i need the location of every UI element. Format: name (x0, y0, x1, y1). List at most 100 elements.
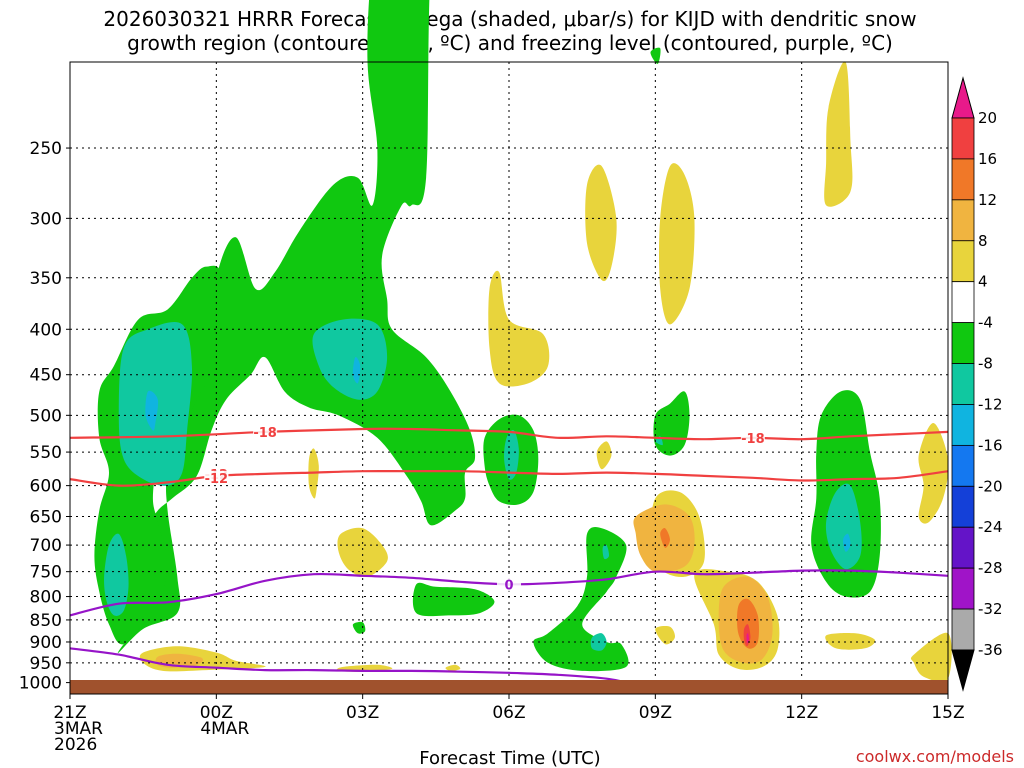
x-tick-label: 00Z (200, 703, 233, 723)
colorbar-label: -24 (978, 518, 1003, 536)
colorbar-label: 4 (978, 273, 988, 291)
colorbar-label: -32 (978, 600, 1003, 618)
y-tick-label-300: 300 (30, 209, 62, 229)
colorbar-swatch (951, 608, 975, 651)
x-tick-label: 4MAR (200, 719, 249, 739)
y-axis-ticks: 2503003504004505005506006507007508008509… (19, 139, 70, 694)
omega-region-deep-orange-2 (737, 598, 759, 649)
y-tick-label-800: 800 (30, 588, 62, 608)
omega-region-yellow-16 (824, 61, 853, 207)
colorbar: 20 16 12 8 4 -4 -8 -12 -16 -20 -24 -28 -32 -36 (951, 76, 1003, 692)
y-tick-label-700: 700 (30, 536, 62, 556)
omega-region-main-west (117, 0, 476, 654)
colorbar-swatch (951, 485, 975, 528)
y-tick-label-350: 350 (30, 269, 62, 289)
dendritic-minus-18-label-bg (253, 424, 278, 439)
y-tick-label-950: 950 (30, 654, 62, 674)
colorbar-label: 16 (978, 150, 997, 168)
y-tick-label-600: 600 (30, 477, 62, 497)
omega-region-yellow-5 (659, 163, 695, 325)
y-tick-label-1000: 1000 (19, 674, 62, 694)
freezing-level-surface-line (69, 647, 641, 687)
x-tick-label: 3MAR (54, 719, 103, 739)
omega-region-upper-teal (312, 318, 388, 400)
freezing-level-0-label: 0 (504, 578, 513, 593)
colorbar-swatch (951, 281, 975, 324)
y-tick-label-900: 900 (30, 633, 62, 653)
omega-region-lower-teal (104, 533, 129, 616)
omega-region-east-mid (653, 391, 690, 456)
dendritic-minus-18-label-bg (740, 430, 765, 445)
colorbar-swatch (951, 322, 975, 364)
omega-region-yellow-2 (337, 527, 388, 578)
credit-text: coolwx.com/models (856, 747, 1014, 766)
colorbar-label: -16 (978, 436, 1003, 454)
y-tick-label-400: 400 (30, 320, 62, 340)
colorbar-swatch (951, 240, 975, 283)
x-tick-label: 21Z (53, 703, 86, 723)
colorbar-swatch (951, 444, 975, 487)
colorbar-swatch (951, 158, 975, 201)
chart-title-line-2: growth region (contoured, red, ºC) and f… (127, 31, 893, 55)
x-tick-label: 12Z (785, 703, 818, 723)
colorbar-label: -36 (978, 641, 1003, 659)
omega-region-tiny-green (352, 621, 366, 634)
omega-shaded-regions (94, 0, 952, 683)
omega-region-lower-mid (412, 582, 495, 617)
omega-region-east-blue (843, 533, 851, 552)
y-tick-label-850: 850 (30, 611, 62, 631)
y-tick-label-650: 650 (30, 507, 62, 527)
x-tick-label: 15Z (931, 703, 964, 723)
y-tick-label-550: 550 (30, 443, 62, 463)
colorbar-label: -4 (978, 314, 993, 332)
omega-region-yellow-6 (596, 441, 612, 470)
omega-region-yellow-9 (655, 625, 675, 645)
colorbar-top-arrow (951, 76, 975, 119)
colorbar-label: -12 (978, 395, 1003, 413)
colorbar-label: -20 (978, 477, 1003, 495)
omega-region-top-sliver (650, 47, 661, 64)
freezing-level-0-label-bg (497, 577, 521, 592)
colorbar-swatch (951, 567, 975, 610)
omega-region-yellow-12 (445, 664, 461, 671)
colorbar-label: -8 (978, 355, 993, 373)
dendritic-minus-18-label: -18 (253, 426, 277, 441)
y-tick-label-750: 750 (30, 563, 62, 583)
y-tick-label-250: 250 (30, 139, 62, 159)
omega-region-mid-teal (504, 430, 519, 480)
dendritic-minus-12-label-bg (204, 470, 229, 485)
y-tick-label-500: 500 (30, 406, 62, 426)
ground-surface (70, 680, 948, 694)
omega-region-west-blue (145, 390, 159, 431)
x-tick-label: 06Z (492, 703, 525, 723)
dendritic-minus-12-label: -12 (205, 472, 229, 487)
x-tick-label: 2026 (54, 735, 97, 755)
omega-region-east-teal (825, 483, 862, 570)
colorbar-swatch (951, 199, 975, 242)
omega-region-magenta (746, 633, 750, 643)
omega-region-bottom-mid (533, 527, 629, 672)
colorbar-swatch (951, 404, 975, 446)
omega-region-yellow-3 (488, 270, 550, 387)
x-axis-label: Forecast Time (UTC) (419, 748, 600, 768)
x-tick-label: 09Z (639, 703, 672, 723)
omega-region-upper-blue (352, 356, 361, 384)
colorbar-label: 20 (978, 109, 997, 127)
dendritic-minus-18-label: -18 (741, 432, 765, 447)
colorbar-label: 12 (978, 191, 997, 209)
omega-region-yellow-14 (910, 632, 952, 683)
omega-region-deep-orange-1 (660, 528, 670, 548)
colorbar-label: -28 (978, 559, 1003, 577)
omega-region-yellow-13 (825, 632, 876, 650)
x-tick-label: 03Z (346, 703, 379, 723)
colorbar-bottom-arrow (951, 649, 975, 692)
colorbar-swatch (951, 526, 975, 569)
chart-title-line-1: 2026030321 HRRR Forecast Omega (shaded, … (103, 7, 916, 31)
colorbar-label: 8 (978, 232, 988, 250)
colorbar-swatch (951, 363, 975, 405)
contour-lines: -18-18-12-120 (69, 424, 949, 687)
omega-region-yellow-4 (585, 164, 617, 282)
omega-region-teal-small (602, 544, 610, 560)
